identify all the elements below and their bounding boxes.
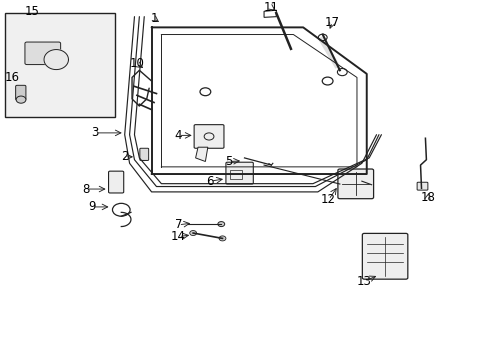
- Circle shape: [141, 156, 147, 161]
- Text: 3: 3: [91, 126, 99, 139]
- FancyBboxPatch shape: [16, 85, 26, 100]
- Bar: [5, 13, 115, 117]
- FancyBboxPatch shape: [194, 125, 224, 148]
- Circle shape: [218, 222, 224, 226]
- Circle shape: [337, 68, 346, 76]
- FancyBboxPatch shape: [140, 148, 148, 161]
- FancyBboxPatch shape: [25, 42, 61, 64]
- Text: 1: 1: [150, 12, 158, 25]
- Text: 15: 15: [24, 5, 39, 18]
- Text: 9: 9: [88, 201, 96, 213]
- Text: 4: 4: [174, 129, 182, 142]
- Text: 13: 13: [356, 275, 371, 288]
- Text: 7: 7: [174, 218, 182, 231]
- Text: 5: 5: [224, 155, 232, 168]
- Text: 11: 11: [264, 1, 278, 14]
- Polygon shape: [195, 147, 207, 162]
- Circle shape: [189, 230, 196, 235]
- Circle shape: [318, 34, 326, 41]
- Circle shape: [219, 236, 225, 241]
- Polygon shape: [44, 50, 68, 69]
- FancyBboxPatch shape: [416, 182, 427, 190]
- Text: 16: 16: [5, 71, 20, 84]
- Text: 10: 10: [129, 57, 144, 70]
- Text: 12: 12: [321, 193, 335, 206]
- Text: 14: 14: [171, 230, 185, 243]
- Text: 6: 6: [206, 175, 214, 188]
- FancyBboxPatch shape: [225, 162, 253, 184]
- FancyBboxPatch shape: [362, 233, 407, 279]
- Text: 18: 18: [420, 191, 434, 204]
- FancyBboxPatch shape: [337, 169, 373, 199]
- Text: 2: 2: [121, 150, 128, 163]
- Circle shape: [16, 96, 26, 103]
- FancyBboxPatch shape: [108, 171, 123, 193]
- Text: 17: 17: [325, 15, 339, 28]
- Text: 8: 8: [81, 183, 89, 195]
